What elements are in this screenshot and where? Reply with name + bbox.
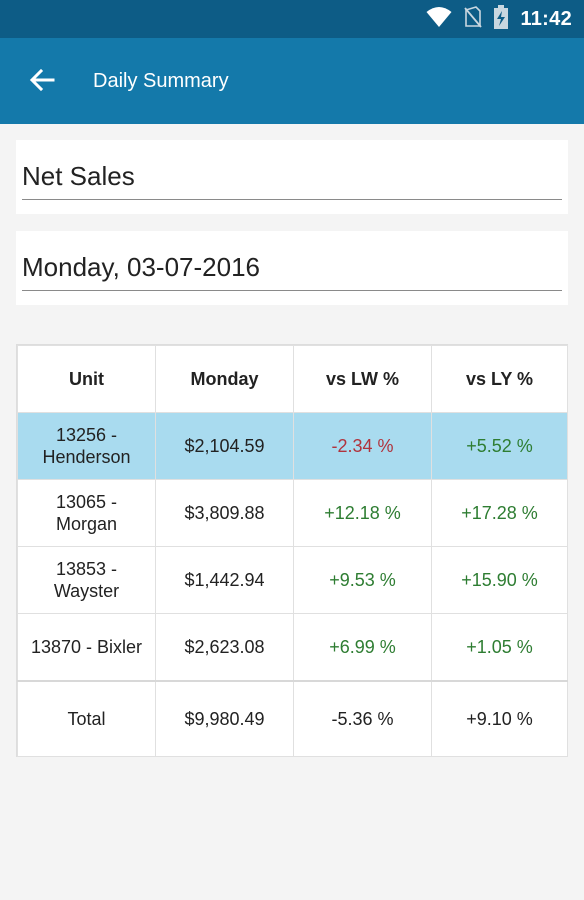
column-header-vs-ly[interactable]: vs LY % — [431, 345, 568, 413]
vs-lw-cell: +12.18 % — [293, 479, 432, 547]
vs-ly-cell: +17.28 % — [431, 479, 568, 547]
back-button[interactable] — [20, 60, 64, 104]
vs-ly-cell: +1.05 % — [431, 613, 568, 682]
monday-cell: $2,623.08 — [155, 613, 294, 682]
unit-cell: 13256 - Henderson — [17, 412, 156, 480]
summary-table: Unit Monday vs LW % vs LY % 13256 - Hend… — [17, 345, 568, 757]
metric-card: Net Sales — [16, 140, 568, 214]
unit-line-2: Wayster — [53, 581, 120, 601]
app-bar: Daily Summary — [0, 38, 584, 124]
back-arrow-icon — [29, 68, 55, 97]
monday-cell: $1,442.94 — [155, 546, 294, 614]
total-monday: $9,980.49 — [155, 680, 294, 757]
unit-line-2: Henderson — [42, 447, 131, 467]
page-title: Daily Summary — [93, 70, 229, 92]
unit-line-1: 13853 - — [55, 559, 118, 579]
unit-cell: 13853 - Wayster — [17, 546, 156, 614]
table-header-row: Unit Monday vs LW % vs LY % — [17, 345, 568, 413]
unit-line-2: Morgan — [55, 514, 118, 534]
status-icons: 11:42 — [426, 0, 572, 38]
date-card: Monday, 03-07-2016 — [16, 231, 568, 305]
column-header-monday[interactable]: Monday — [155, 345, 294, 413]
unit-line-1: 13256 - — [55, 425, 118, 445]
unit-line-1: 13065 - — [55, 492, 118, 512]
vs-lw-cell: +6.99 % — [293, 613, 432, 682]
table-row[interactable]: 13065 - Morgan $3,809.88 +12.18 % +17.28… — [17, 479, 568, 547]
vs-lw-cell: -2.34 % — [293, 412, 432, 480]
monday-cell: $2,104.59 — [155, 412, 294, 480]
column-header-unit[interactable]: Unit — [17, 345, 156, 413]
unit-line-1: 13870 - Bixler — [30, 637, 143, 657]
metric-selector[interactable]: Net Sales — [22, 152, 562, 200]
total-vs-ly: +9.10 % — [431, 680, 568, 757]
status-bar: 11:42 — [0, 0, 584, 38]
total-vs-lw: -5.36 % — [293, 680, 432, 757]
status-time: 11:42 — [520, 7, 572, 30]
table-row[interactable]: 13870 - Bixler $2,623.08 +6.99 % +1.05 % — [17, 613, 568, 682]
vs-ly-cell: +15.90 % — [431, 546, 568, 614]
column-header-vs-lw[interactable]: vs LW % — [293, 345, 432, 413]
unit-cell: 13065 - Morgan — [17, 479, 156, 547]
total-row: Total $9,980.49 -5.36 % +9.10 % — [17, 680, 568, 757]
vs-lw-cell: +9.53 % — [293, 546, 432, 614]
unit-cell: 13870 - Bixler — [17, 613, 156, 682]
battery-charging-icon — [494, 4, 509, 34]
total-label: Total — [17, 680, 156, 757]
vs-ly-cell: +5.52 % — [431, 412, 568, 480]
summary-table-card: Unit Monday vs LW % vs LY % 13256 - Hend… — [16, 344, 568, 757]
monday-cell: $3,809.88 — [155, 479, 294, 547]
date-selector[interactable]: Monday, 03-07-2016 — [22, 243, 562, 291]
wifi-icon — [426, 6, 452, 33]
table-row[interactable]: 13256 - Henderson $2,104.59 -2.34 % +5.5… — [17, 412, 568, 480]
table-row[interactable]: 13853 - Wayster $1,442.94 +9.53 % +15.90… — [17, 546, 568, 614]
no-sim-icon — [464, 5, 483, 33]
